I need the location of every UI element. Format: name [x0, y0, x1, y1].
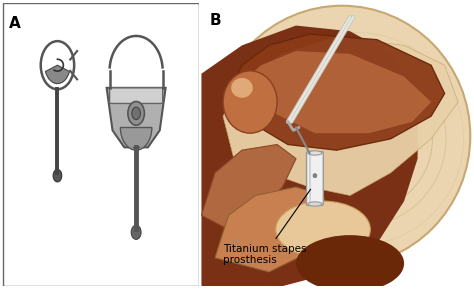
- Ellipse shape: [308, 151, 322, 155]
- Circle shape: [128, 101, 145, 125]
- Ellipse shape: [214, 6, 470, 266]
- Text: B: B: [210, 13, 221, 28]
- Polygon shape: [242, 51, 431, 133]
- FancyBboxPatch shape: [307, 151, 323, 205]
- Circle shape: [313, 174, 317, 178]
- Text: Titanium stapes
prosthesis: Titanium stapes prosthesis: [223, 189, 310, 265]
- Wedge shape: [46, 65, 70, 84]
- Polygon shape: [223, 37, 458, 195]
- FancyBboxPatch shape: [109, 88, 163, 103]
- Polygon shape: [107, 88, 165, 147]
- Ellipse shape: [231, 78, 253, 98]
- Ellipse shape: [223, 71, 277, 133]
- Polygon shape: [215, 187, 331, 272]
- Circle shape: [132, 107, 140, 120]
- Circle shape: [131, 225, 141, 239]
- Ellipse shape: [276, 201, 370, 258]
- Text: A: A: [9, 16, 21, 31]
- Ellipse shape: [296, 235, 404, 289]
- Circle shape: [53, 169, 62, 182]
- Polygon shape: [201, 25, 418, 286]
- Polygon shape: [228, 34, 445, 150]
- Ellipse shape: [308, 202, 322, 206]
- Wedge shape: [120, 127, 152, 150]
- Polygon shape: [201, 144, 296, 229]
